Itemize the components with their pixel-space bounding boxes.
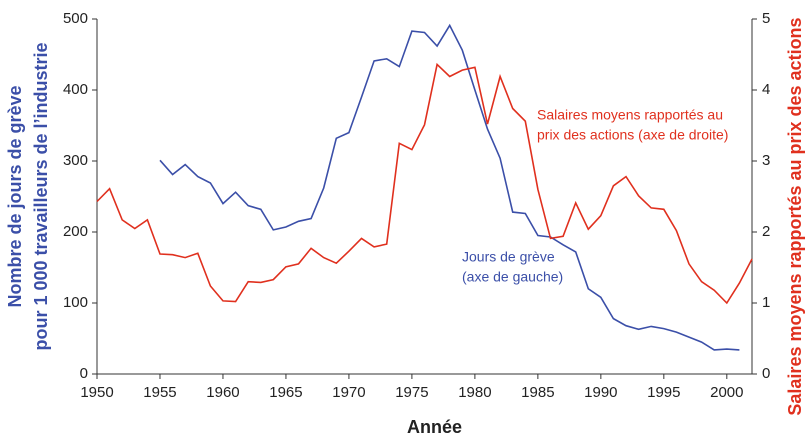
y2-tick-label: 5	[762, 10, 770, 27]
y2-tick-label: 4	[762, 81, 770, 98]
y2-tick-label: 2	[762, 223, 770, 240]
x-tick-label: 1955	[143, 384, 176, 401]
series-line	[159, 23, 740, 351]
x-tick-label: 2000	[710, 384, 743, 401]
x-axis-label: Année	[407, 417, 462, 437]
x-tick-label: 1995	[647, 384, 680, 401]
annotation: prix des actions (axe de droite)	[537, 127, 728, 143]
x-tick-label: 1970	[332, 384, 365, 401]
y-tick-label: 400	[63, 81, 88, 98]
y-tick-label: 300	[63, 152, 88, 169]
series-line	[96, 62, 753, 305]
annotation: (axe de gauche)	[462, 269, 563, 285]
y2-tick-label: 0	[762, 365, 770, 382]
x-tick-label: 1985	[521, 384, 554, 401]
x-tick-label: 1950	[80, 384, 113, 401]
x-tick-label: 1980	[458, 384, 491, 401]
x-tick-label: 1960	[206, 384, 239, 401]
y-axis-label: Nombre de jours de grève	[5, 85, 25, 307]
x-tick-label: 1990	[584, 384, 617, 401]
y-tick-label: 100	[63, 294, 88, 311]
annotation: Jours de grève	[462, 249, 555, 265]
x-tick-label: 1975	[395, 384, 428, 401]
y-tick-label: 0	[80, 365, 88, 382]
y-axis-label: pour 1 000 travailleurs de l’industrie	[31, 42, 51, 350]
annotation: Salaires moyens rapportés au	[537, 107, 723, 123]
y-tick-label: 200	[63, 223, 88, 240]
y2-tick-label: 3	[762, 152, 770, 169]
y-tick-label: 500	[63, 10, 88, 27]
x-tick-label: 1965	[269, 384, 302, 401]
y2-tick-label: 1	[762, 294, 770, 311]
y2-axis-label: Salaires moyens rapportés au prix des ac…	[785, 17, 805, 415]
